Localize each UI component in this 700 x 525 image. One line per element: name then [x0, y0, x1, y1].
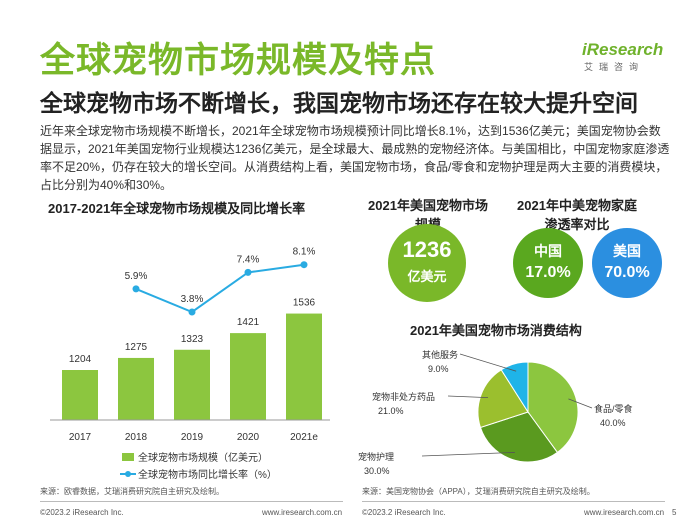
usa-penetration-circle: 美国 70.0%: [592, 228, 662, 298]
bar-value-label: 1536: [293, 298, 316, 309]
legend-line-label: 全球宠物市场同比增长率（%）: [138, 468, 277, 481]
intro-paragraph: 近年来全球宠物市场规模不断增长，2021年全球宠物市场规模预计同比增长8.1%，…: [40, 124, 670, 192]
bar-value-label: 1204: [69, 354, 92, 365]
x-tick-label: 2020: [237, 432, 260, 443]
pie-slice: [527, 361, 579, 454]
x-tick-label: 2021e: [290, 432, 318, 443]
growth-rate-label: 3.8%: [181, 294, 204, 305]
right-url: www.iresearch.com.cn: [584, 508, 665, 517]
growth-rate-point: [132, 285, 140, 293]
pie-leader-line: [459, 353, 517, 372]
usa-label: 美国: [613, 243, 641, 259]
us-market-unit: 亿美元: [407, 269, 447, 284]
usa-value: 70.0%: [604, 264, 650, 281]
china-value: 17.0%: [525, 264, 571, 281]
growth-rate-label: 7.4%: [237, 254, 260, 265]
bar-value-label: 1421: [237, 317, 260, 328]
x-tick-label: 2017: [69, 432, 92, 443]
us-market-circle: 1236 亿美元: [388, 224, 466, 302]
consumption-structure-chart: 食品/零食 40.0% 宠物护理 30.0% 宠物非处方药品 21.0% 其他服务 9.0%: [358, 349, 633, 476]
pie-slice: [477, 369, 529, 429]
pie-slice: [479, 411, 559, 463]
left-source-note: 来源：欧睿数据，艾瑞消费研究院自主研究及绘制。: [40, 487, 224, 496]
market-size-chart: 1204 2017 1275 2018 5.9% 1323 2019 3.8% 1421 2020…: [50, 247, 330, 481]
bar-chart-title: 2017-2021年全球宠物市场规模及同比增长率: [48, 201, 306, 216]
page-number: 5: [672, 508, 677, 517]
pie-slice-value: 30.0%: [364, 466, 390, 476]
us-market-value: 1236: [402, 237, 452, 262]
pie-slice-label: 其他服务: [422, 349, 458, 360]
pie-slice: [500, 361, 529, 414]
page-subtitle: 全球宠物市场不断增长，我国宠物市场还存在较大提升空间: [40, 90, 638, 116]
bar-value-label: 1275: [125, 342, 148, 353]
page-title: 全球宠物市场规模及特点: [40, 41, 437, 80]
left-url: www.iresearch.com.cn: [262, 508, 343, 517]
bar: [174, 349, 210, 420]
growth-rate-point: [188, 308, 196, 316]
bar: [62, 370, 98, 420]
logo-subtext: 艾瑞咨询: [584, 62, 645, 72]
growth-rate-point: [244, 268, 252, 276]
pie-leader-line: [568, 398, 593, 409]
growth-rate-label: 5.9%: [125, 271, 148, 282]
right-footer-divider: [362, 501, 665, 502]
penetration-title: 2021年中美宠物家庭渗透率对比: [517, 198, 637, 232]
growth-rate-line: [135, 263, 305, 314]
bar: [118, 357, 154, 420]
left-footer-divider: [40, 501, 343, 502]
left-copyright: ©2023.2 iResearch Inc.: [40, 508, 124, 517]
pie-slice-label: 宠物护理: [358, 451, 394, 462]
logo-wordmark: iResearch: [582, 40, 664, 59]
legend-bar-swatch: [122, 453, 134, 461]
pie-chart-title: 2021年美国宠物市场消费结构: [410, 323, 582, 338]
legend-line-marker: [125, 471, 131, 477]
growth-rate-label: 8.1%: [293, 247, 316, 258]
china-label: 中国: [534, 243, 562, 259]
bar-value-label: 1323: [181, 334, 204, 345]
china-penetration-circle: 中国 17.0%: [513, 228, 583, 298]
pie-leader-line: [447, 395, 489, 399]
x-tick-label: 2019: [181, 432, 204, 443]
bar: [286, 313, 322, 420]
bar: [230, 333, 266, 420]
pie-slice-label: 食品/零食: [594, 403, 633, 414]
pie-slice-value: 40.0%: [600, 418, 626, 428]
right-source-note: 来源：美国宠物协会（APPA），艾瑞消费研究院自主研究及绘制。: [362, 487, 595, 496]
pie-slice-value: 9.0%: [428, 364, 449, 374]
pie-slice-value: 21.0%: [378, 406, 404, 416]
iresearch-logo: iResearch 艾瑞咨询: [582, 40, 664, 73]
growth-rate-point: [300, 261, 308, 269]
right-copyright: ©2023.2 iResearch Inc.: [362, 508, 446, 517]
pie-leader-line: [421, 452, 515, 457]
x-tick-label: 2018: [125, 432, 148, 443]
legend-bar-label: 全球宠物市场规模（亿美元）: [138, 451, 268, 464]
pie-slice-label: 宠物非处方药品: [372, 391, 435, 402]
